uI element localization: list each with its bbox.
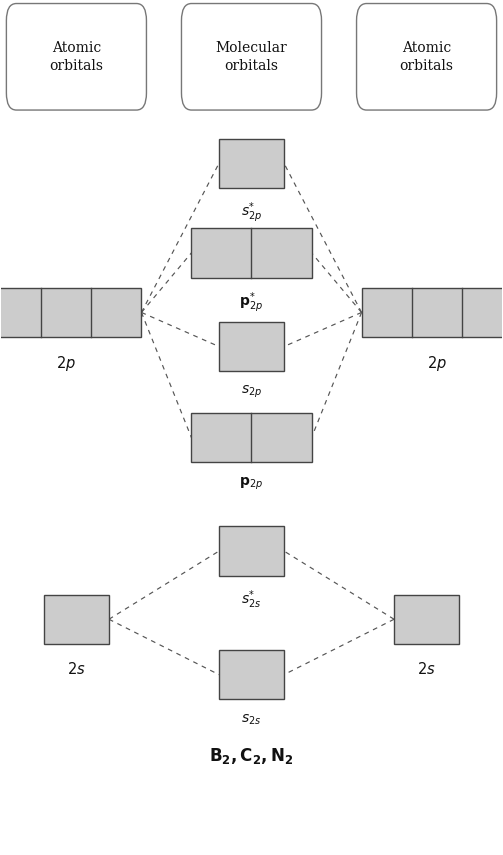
Text: $2s$: $2s$ (417, 661, 436, 677)
FancyBboxPatch shape (357, 3, 496, 110)
Bar (192, 228, 311, 278)
Text: $s_{2p}^{*}$: $s_{2p}^{*}$ (241, 201, 262, 226)
Text: $s_{2s}^{*}$: $s_{2s}^{*}$ (241, 588, 262, 611)
Text: $s_{2s}$: $s_{2s}$ (241, 712, 262, 727)
Bar (394, 594, 459, 644)
Text: $s_{2p}$: $s_{2p}$ (241, 384, 262, 400)
Text: $\mathbf{p}_{2p}^{*}$: $\mathbf{p}_{2p}^{*}$ (239, 291, 264, 315)
Bar (219, 650, 284, 699)
Text: $2p$: $2p$ (427, 354, 447, 374)
Text: $\mathbf{B_2, C_2, N_2}$: $\mathbf{B_2, C_2, N_2}$ (209, 746, 294, 765)
Bar (192, 413, 311, 463)
Bar (219, 139, 284, 188)
Bar (0, 288, 141, 337)
Text: $\mathbf{p}_{2p}$: $\mathbf{p}_{2p}$ (239, 475, 264, 492)
Bar (44, 594, 109, 644)
Bar (219, 527, 284, 575)
Bar (219, 321, 284, 371)
Text: Atomic
orbitals: Atomic orbitals (399, 40, 454, 73)
FancyBboxPatch shape (7, 3, 146, 110)
Text: Atomic
orbitals: Atomic orbitals (49, 40, 104, 73)
Text: $2s$: $2s$ (67, 661, 86, 677)
Text: $2p$: $2p$ (56, 354, 76, 374)
Text: Molecular
orbitals: Molecular orbitals (216, 40, 287, 73)
FancyBboxPatch shape (182, 3, 321, 110)
Bar (362, 288, 503, 337)
